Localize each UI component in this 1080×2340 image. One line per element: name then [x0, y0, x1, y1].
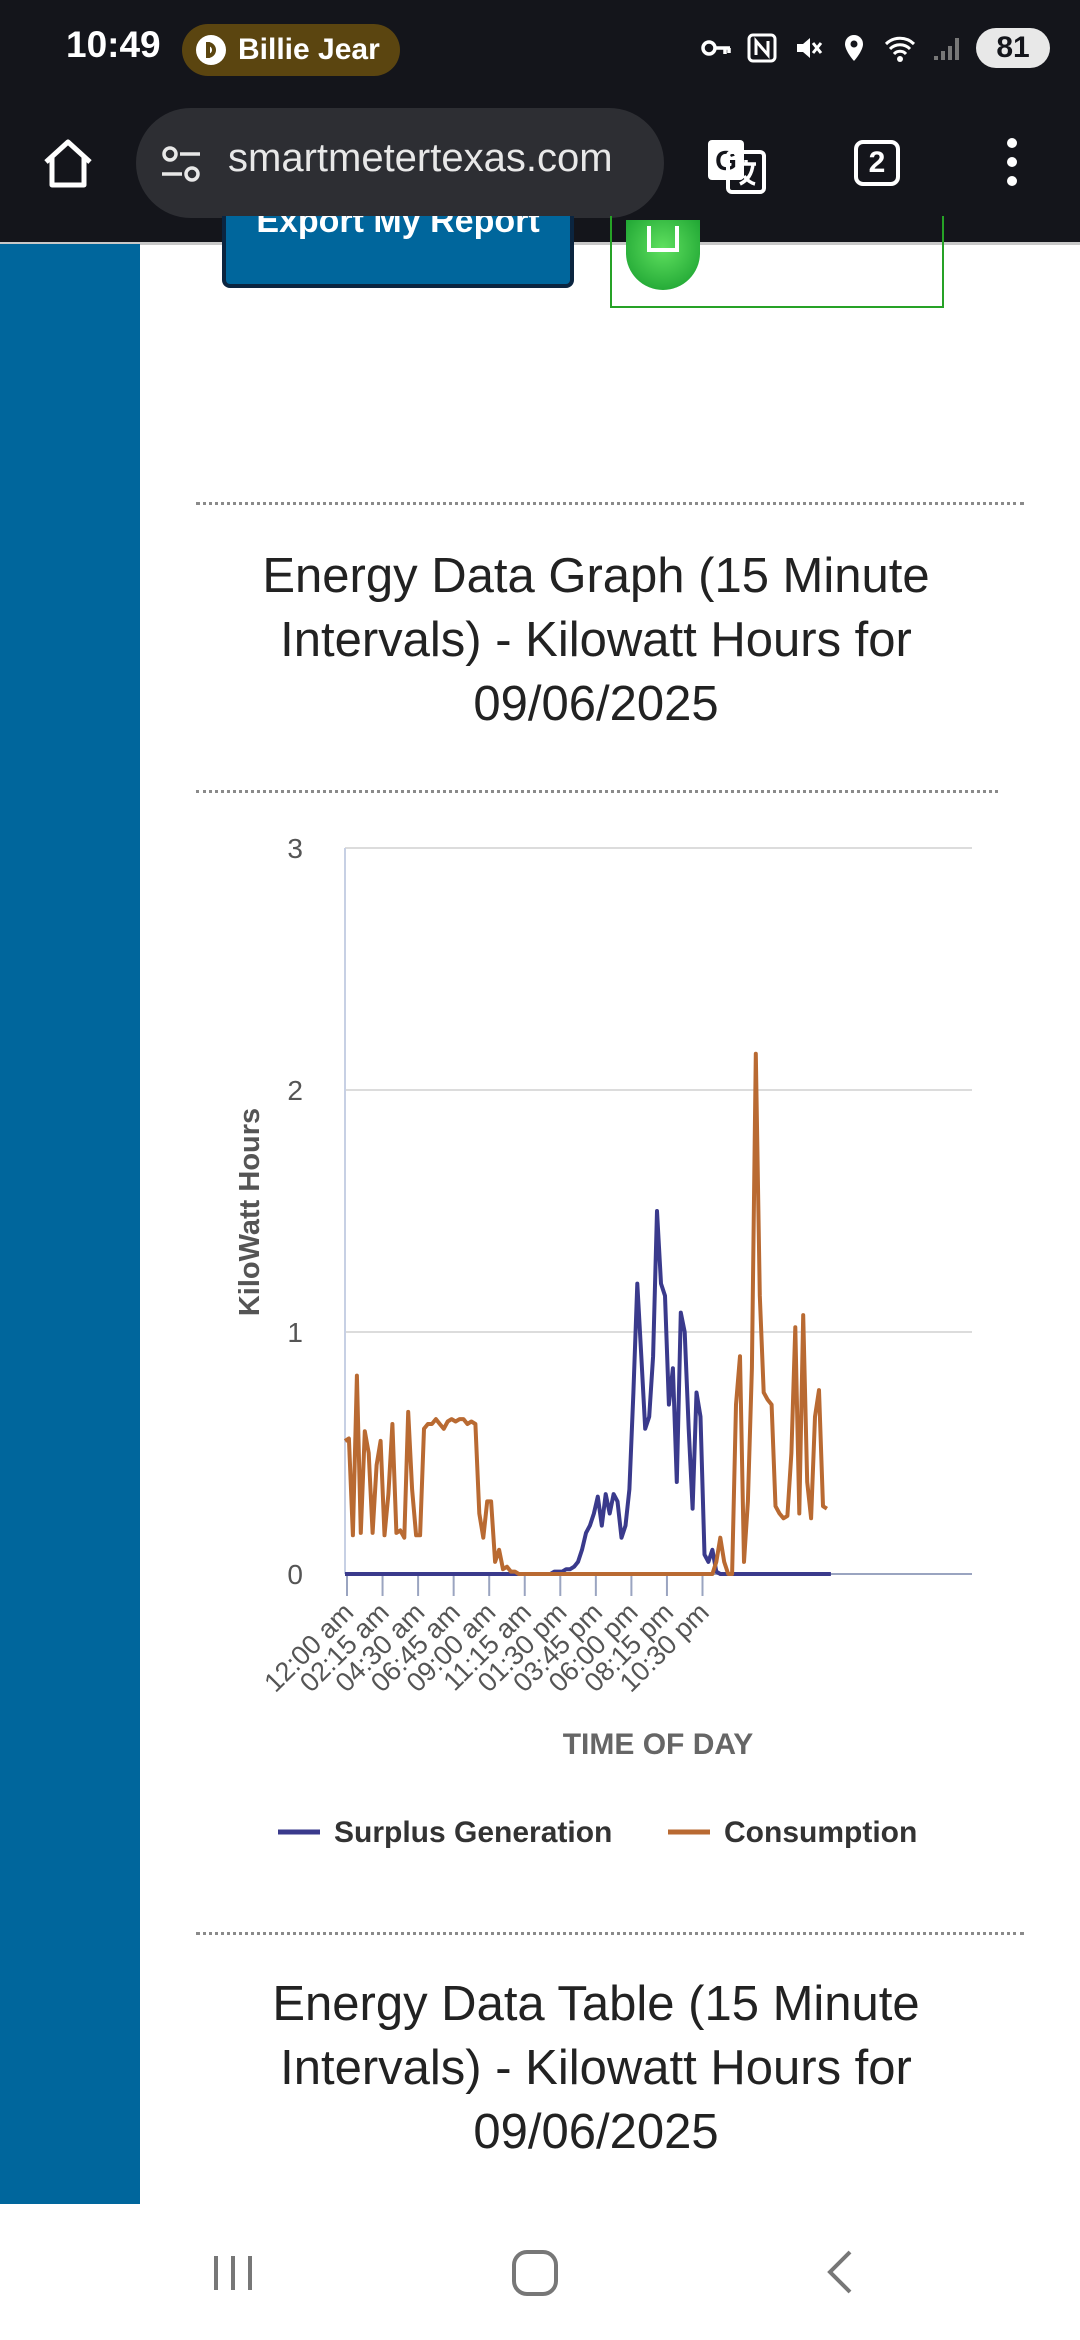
wifi-icon	[884, 36, 916, 62]
series-line-consumption	[343, 1051, 828, 1576]
url-text[interactable]: smartmetertexas.com	[228, 136, 613, 180]
export-report-button[interactable]: Export My Report	[222, 216, 574, 288]
legend-label: Consumption	[724, 1816, 917, 1849]
media-app-icon	[196, 35, 226, 65]
home-icon[interactable]	[38, 134, 98, 194]
divider	[196, 790, 998, 793]
system-nav-bar	[0, 2204, 1080, 2340]
address-bar[interactable]: smartmetertexas.com	[136, 108, 664, 218]
y-tick-label: 1	[287, 1317, 303, 1348]
divider	[196, 1932, 1024, 1935]
graph-title: Energy Data Graph (15 Minute Intervals) …	[262, 549, 930, 731]
key-icon	[701, 40, 731, 56]
y-axis-ticks: 0 1 2 3	[287, 833, 303, 1590]
mute-icon	[797, 38, 823, 58]
signal-icon	[934, 38, 959, 60]
y-tick-label: 0	[287, 1559, 303, 1590]
security-seal-icon	[626, 220, 700, 290]
status-bar: 10:49 Billie Jear 81	[0, 0, 1080, 100]
chart-legend: Surplus Generation Consumption	[278, 1816, 917, 1849]
table-title: Energy Data Table (15 Minute Intervals) …	[272, 1977, 920, 2159]
site-settings-icon[interactable]	[158, 144, 204, 184]
home-nav-icon[interactable]	[508, 2244, 564, 2300]
y-tick-label: 2	[287, 1075, 303, 1106]
location-icon	[845, 35, 863, 61]
legend-label: Surplus Generation	[334, 1816, 612, 1849]
status-clock: 10:49	[66, 24, 161, 65]
translate-icon[interactable]: G	[704, 134, 768, 198]
nfc-icon	[747, 33, 777, 63]
back-icon[interactable]	[818, 2244, 862, 2300]
status-icons: 81	[700, 28, 1050, 68]
y-axis-label: KiloWatt Hours	[234, 1108, 266, 1316]
chart-series	[343, 1051, 831, 1576]
y-tick-label: 3	[287, 833, 303, 864]
overflow-menu-icon[interactable]	[1000, 138, 1024, 194]
security-seal-box	[610, 216, 944, 308]
x-axis-label: TIME OF DAY	[563, 1728, 754, 1761]
divider	[196, 502, 1024, 505]
media-title: Billie Jear	[238, 33, 380, 66]
media-playing-pill[interactable]: Billie Jear	[182, 24, 400, 76]
left-accent-bar	[0, 244, 140, 2204]
series-line-surplus-generation	[345, 1209, 831, 1576]
recent-apps-icon[interactable]	[208, 2244, 258, 2300]
tab-switcher-button[interactable]: 2	[854, 140, 900, 186]
battery-indicator: 81	[976, 28, 1050, 68]
